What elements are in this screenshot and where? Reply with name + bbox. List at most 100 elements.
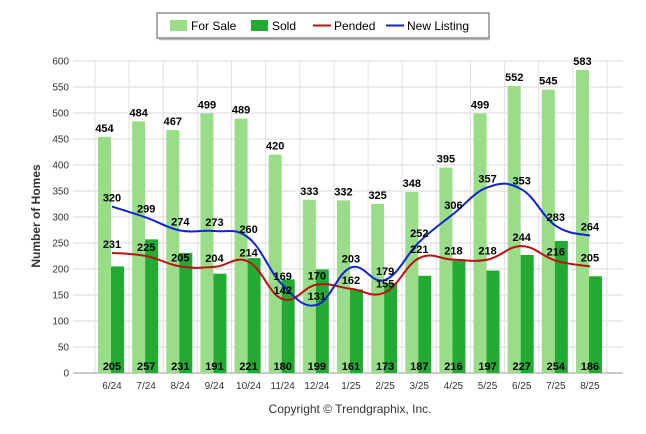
data-label-pended: 162 [342,275,360,287]
data-label-sold: 180 [274,361,292,373]
data-label-pended: 170 [308,271,326,283]
data-label-new-listing: 299 [137,204,155,216]
data-label-pended: 155 [376,278,394,290]
data-label-new-listing: 179 [376,266,394,278]
x-tick-label: 2/25 [375,381,395,392]
data-label-for-sale: 420 [266,141,284,153]
x-tick-label: 1/25 [341,381,361,392]
y-axis-ticks: 0 50 100 150 200 250 300 350 400 450 500 550 600 [52,57,69,380]
data-label-sold: 161 [342,361,360,373]
y-tick-label: 450 [52,135,69,146]
data-label-pended: 214 [239,248,258,260]
bar-for-sale [98,136,111,373]
bar-for-sale [575,69,589,373]
data-label-new-listing: 320 [103,193,121,205]
y-tick-label: 300 [52,213,69,224]
bar-sold [384,283,398,373]
data-label-new-listing: 264 [581,222,600,234]
bar-for-sale [371,204,385,373]
data-label-new-listing: 357 [478,173,496,185]
y-tick-label: 350 [52,187,69,198]
data-label-pended: 221 [410,244,428,256]
y-tick-label: 250 [52,239,69,250]
data-label-sold: 221 [239,361,257,373]
bar-sold [281,279,295,373]
y-tick-label: 550 [52,83,69,94]
y-tick-label: 100 [52,317,69,328]
y-axis-label: Number of Homes [29,164,43,268]
data-label-sold: 227 [513,361,531,373]
line-new-listing [111,182,591,307]
x-tick-label: 5/25 [478,381,498,392]
data-label-pended: 204 [205,253,224,265]
bar-sold [179,252,193,373]
data-label-for-sale: 484 [129,107,148,119]
data-label-for-sale: 583 [573,56,591,68]
x-tick-label: 12/24 [304,381,329,392]
data-label-sold: 231 [171,361,189,373]
y-tick-label: 50 [58,343,70,354]
x-tick-label: 8/25 [580,381,600,392]
bar-sold [315,269,329,373]
y-tick-label: 200 [52,265,69,276]
data-label-sold: 257 [137,361,155,373]
bar-sold [418,275,432,373]
y-tick-label: 600 [52,57,69,68]
grid [73,60,623,374]
y-tick-label: 500 [52,109,69,120]
bar-for-sale [132,121,146,373]
y-tick-label: 0 [63,369,69,380]
data-label-for-sale: 332 [334,186,352,198]
bar-sold [554,240,568,373]
line-pended [111,245,591,301]
bar-for-sale [439,167,453,373]
data-label-pended: 231 [103,239,121,251]
data-label-new-listing: 260 [239,224,257,236]
data-label-sold: 254 [547,361,566,373]
x-tick-label: 6/24 [102,381,122,392]
legend: For Sale Sold Pended New Listing [156,12,490,41]
data-label-for-sale: 325 [368,190,386,202]
copyright-text: Copyright © Trendgraphix, Inc. [269,402,432,416]
bar-sold [213,273,227,373]
data-label-sold: 199 [308,361,326,373]
bar-sold [349,289,363,373]
data-label-new-listing: 274 [171,217,190,229]
data-label-for-sale: 348 [403,178,421,190]
data-label-new-listing: 283 [547,212,565,224]
bar-for-sale [200,113,214,374]
bars [98,69,602,374]
data-label-sold: 173 [376,361,394,373]
data-labels: 454 484 467 499 489 420 333 332 325 348 395 499 552 5… [95,56,600,373]
data-label-for-sale: 499 [198,100,216,112]
data-label-pended: 216 [547,247,565,259]
data-label-pended: 218 [478,246,496,258]
data-label-new-listing: 306 [444,200,462,212]
data-label-sold: 216 [444,361,462,373]
data-label-new-listing: 203 [342,253,360,265]
data-label-for-sale: 552 [505,72,523,84]
x-tick-label: 10/24 [236,381,261,392]
bar-sold [520,254,534,373]
x-tick-label: 4/25 [444,381,464,392]
x-tick-label: 9/24 [205,381,225,392]
data-label-for-sale: 545 [539,76,557,88]
y-tick-label: 150 [52,291,69,302]
data-label-pended: 225 [137,242,155,254]
data-label-for-sale: 333 [300,186,318,198]
data-label-sold: 186 [581,361,599,373]
bar-sold [452,260,466,373]
data-label-sold: 205 [103,361,121,373]
data-label-for-sale: 454 [95,123,114,135]
data-label-pended: 142 [274,285,292,297]
legend-label-sold: Sold [272,19,296,33]
lines [111,182,591,307]
data-label-pended: 205 [581,252,599,264]
bar-for-sale [268,154,282,373]
legend-swatch-sold [251,20,268,31]
x-tick-label: 6/25 [512,381,532,392]
data-label-pended: 218 [444,246,462,258]
data-label-for-sale: 467 [164,116,182,128]
bar-for-sale [507,85,521,374]
